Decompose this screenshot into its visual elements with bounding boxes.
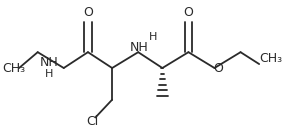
Text: Cl: Cl [86, 115, 99, 128]
Text: O: O [83, 6, 93, 19]
Text: O: O [213, 62, 223, 75]
Text: H: H [148, 32, 157, 42]
Text: CH₃: CH₃ [2, 62, 25, 75]
Text: CH₃: CH₃ [259, 52, 282, 65]
Text: NH: NH [40, 56, 58, 69]
Text: NH: NH [130, 41, 148, 54]
Text: O: O [184, 6, 194, 19]
Text: H: H [45, 69, 53, 79]
